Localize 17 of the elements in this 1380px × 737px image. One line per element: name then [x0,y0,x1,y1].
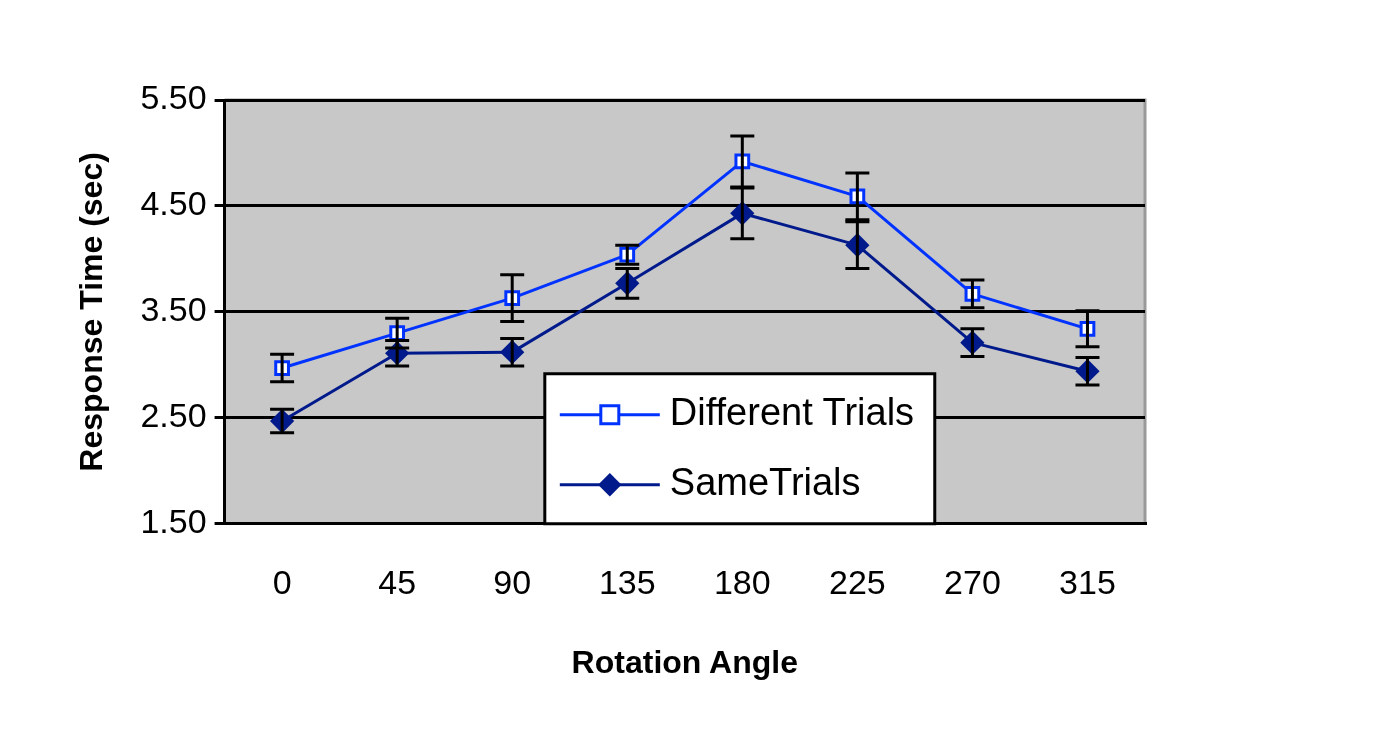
y-axis-title: Response Time (sec) [73,152,110,472]
x-tick-label: 315 [1059,562,1116,601]
y-tick-label: 3.50 [140,290,207,329]
x-tick-label: 90 [493,562,532,601]
x-tick-label: 45 [378,562,417,601]
x-tick-label: 225 [829,562,886,601]
legend-label: SameTrials [669,461,861,504]
x-tick-label: 135 [598,562,656,601]
y-tick-label: 2.50 [140,396,207,435]
y-tick-label: 1.50 [140,502,207,541]
x-tick-label: 0 [272,562,292,601]
y-tick-label: 4.50 [140,184,207,223]
x-tick-label: 180 [713,562,771,601]
x-tick-label: 270 [944,562,1001,601]
x-axis-title: Rotation Angle [571,643,798,680]
y-tick-label: 5.50 [140,78,207,117]
legend-label: Different Trials [669,391,915,434]
